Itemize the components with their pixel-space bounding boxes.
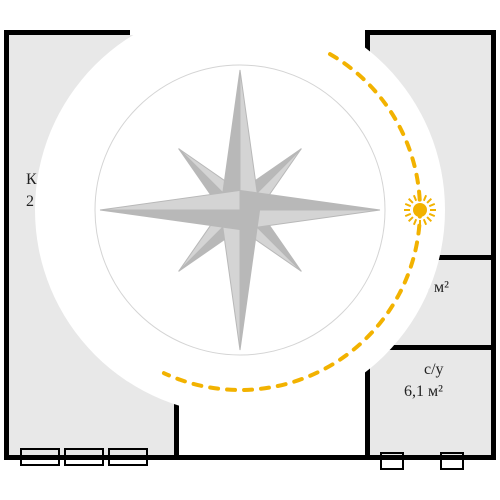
room-label: К: [26, 170, 37, 189]
window-icon: [20, 448, 60, 466]
window-icon: [440, 452, 464, 470]
room-label: 2: [26, 192, 34, 211]
window-icon: [64, 448, 104, 466]
window-icon: [380, 452, 404, 470]
window-icon: [108, 448, 148, 466]
sun-icon: [400, 190, 440, 230]
wall: [4, 30, 9, 460]
wall: [491, 30, 496, 460]
sun-path-arc: [40, 10, 440, 410]
stage: К2та²2,9 м²с/у6,1 м²: [0, 0, 500, 500]
